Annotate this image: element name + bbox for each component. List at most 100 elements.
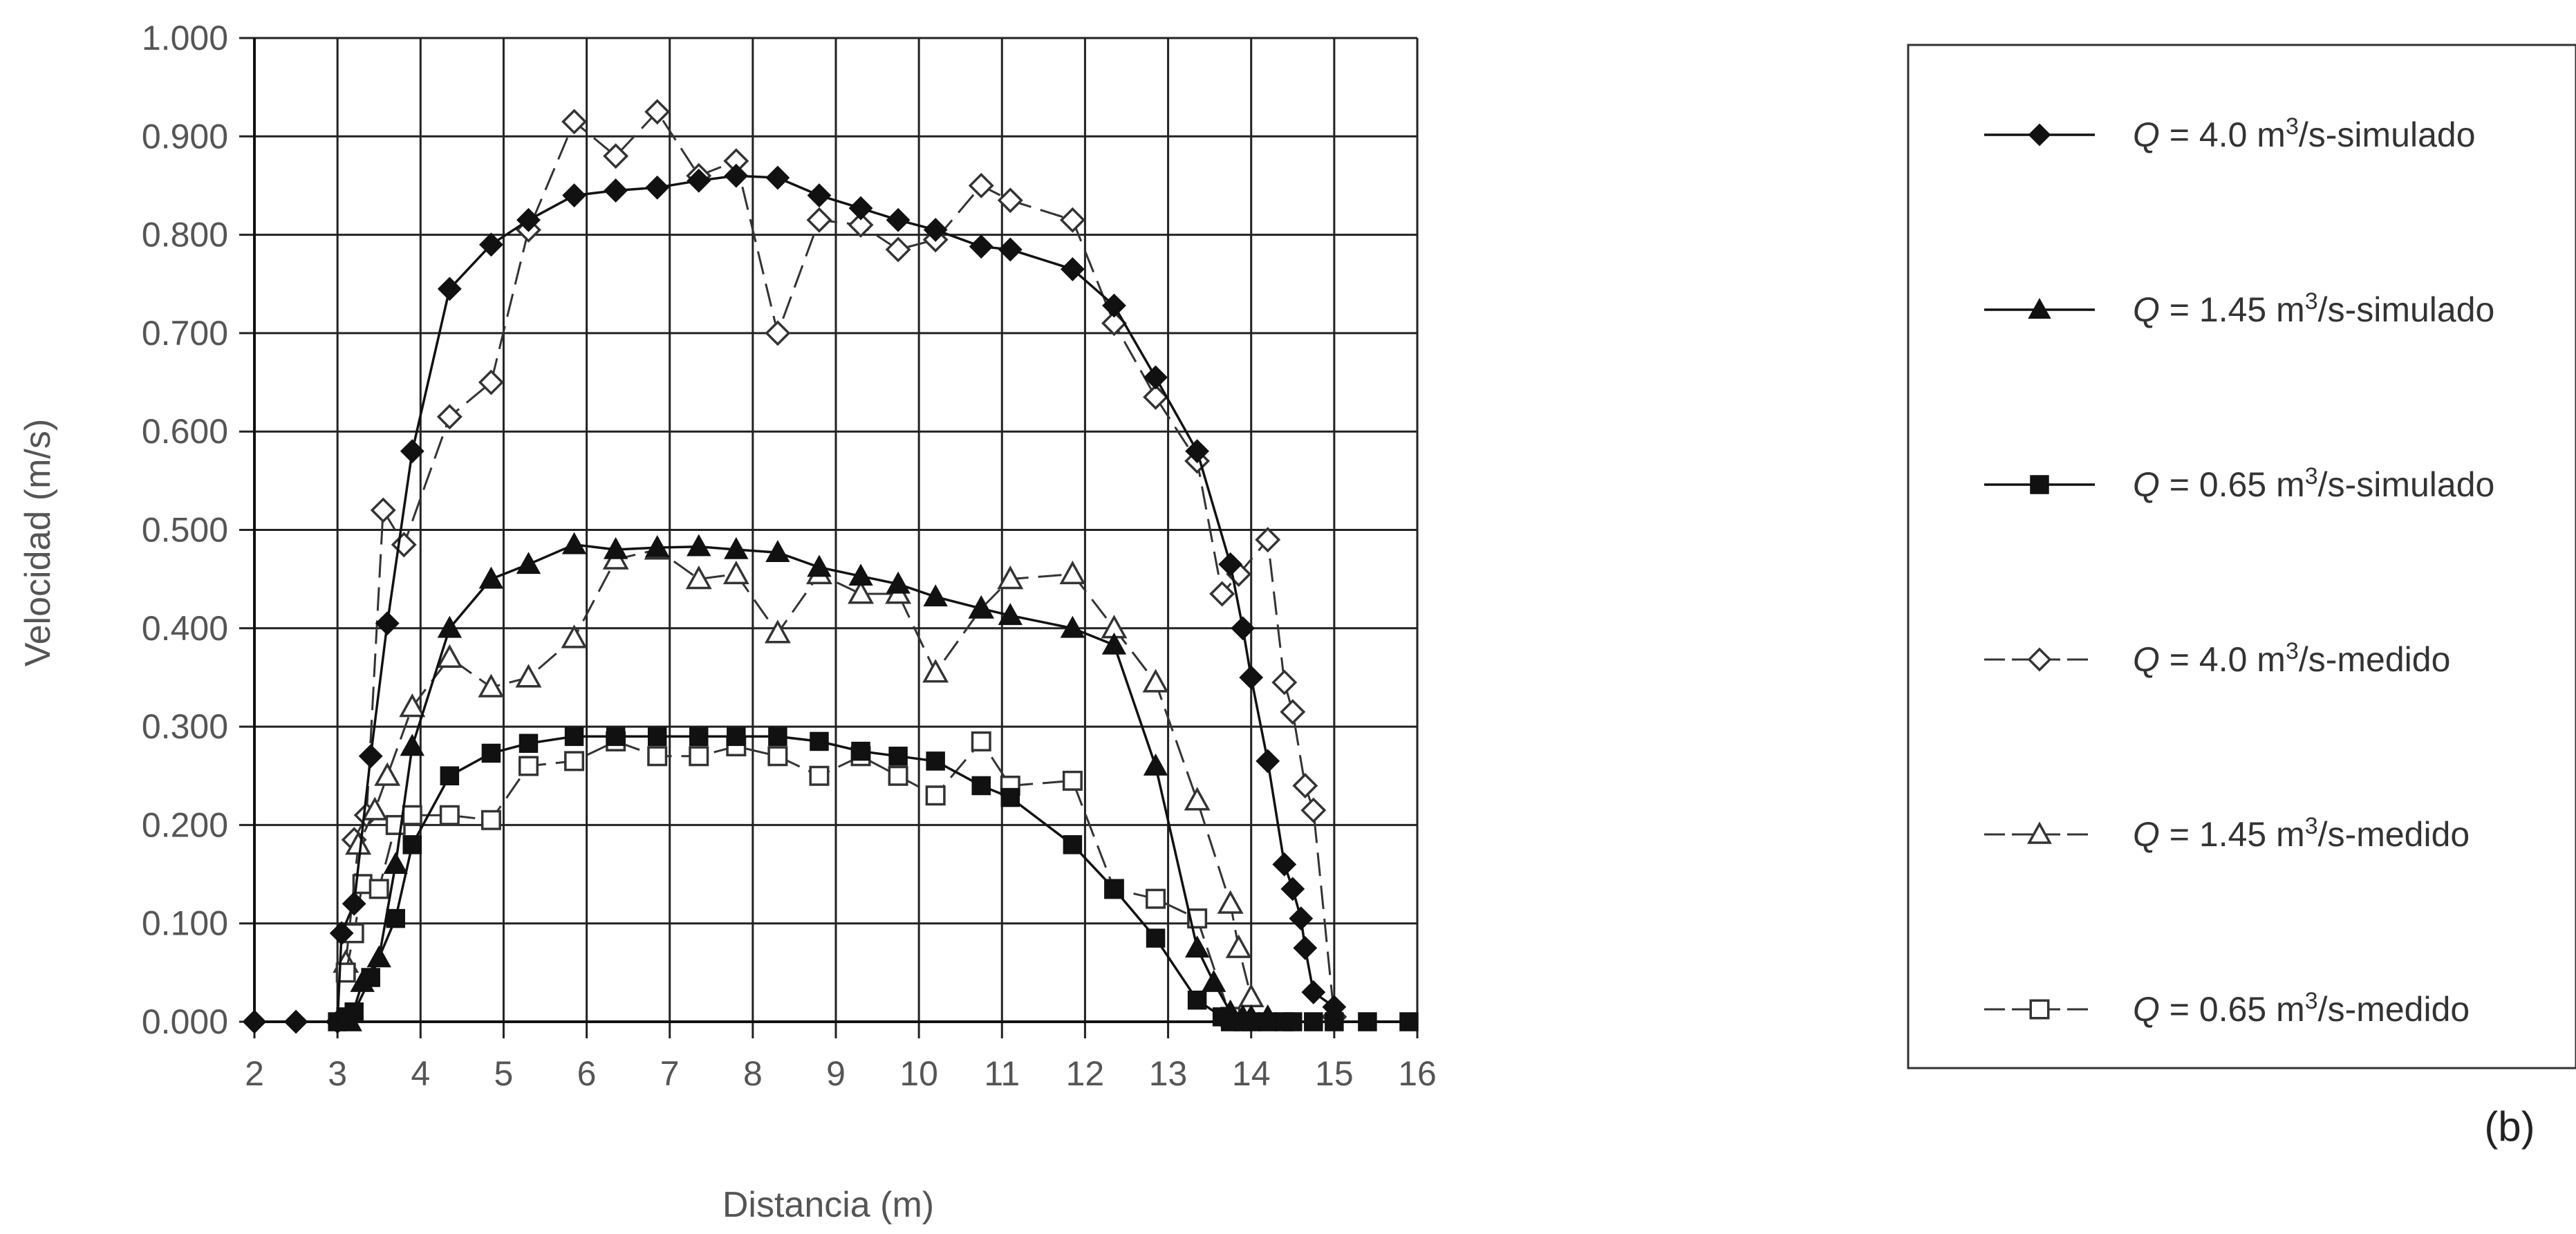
- legend-label: Q = 0.65 m3/s-medido: [2133, 988, 2470, 1029]
- legend-unit: /s-simulado: [2318, 465, 2495, 504]
- data-point-marker: [518, 756, 539, 776]
- data-point-marker: [399, 693, 426, 718]
- y-tick-label: 0.300: [142, 707, 228, 746]
- data-point-marker: [1280, 699, 1306, 725]
- data-point-marker: [564, 727, 584, 747]
- data-point-marker: [1231, 616, 1256, 641]
- data-point-marker: [848, 580, 875, 604]
- x-tick-label: 11: [984, 1054, 1020, 1093]
- data-point-marker: [1258, 1012, 1278, 1031]
- data-point-marker: [998, 237, 1023, 262]
- data-point-marker: [806, 207, 832, 233]
- data-point-marker: [685, 565, 712, 590]
- data-point-marker: [604, 178, 628, 203]
- data-point-marker: [1060, 256, 1085, 281]
- data-point-marker: [969, 234, 993, 259]
- series-2: [328, 727, 1419, 1031]
- data-point-marker: [481, 743, 501, 763]
- data-point-marker: [925, 785, 946, 806]
- data-point-marker: [329, 921, 354, 946]
- legend-value: = 1.45 m: [2160, 815, 2305, 854]
- data-point-marker: [1272, 852, 1297, 877]
- x-tick-label: 10: [899, 1054, 938, 1093]
- data-point-marker: [1280, 877, 1305, 901]
- data-point-marker: [888, 747, 908, 766]
- data-point-marker: [1146, 928, 1166, 948]
- data-point-marker: [1399, 1012, 1419, 1031]
- legend-label: Q = 1.45 m3/s-simulado: [2133, 288, 2494, 329]
- legend-unit: /s-simulado: [2318, 290, 2495, 329]
- data-point-marker: [764, 619, 791, 644]
- legend-entry: Q = 1.45 m3/s-simulado: [1984, 288, 2494, 329]
- data-point-marker: [564, 751, 585, 772]
- x-axis-title: Distancia (m): [722, 1185, 934, 1225]
- legend-sup: 3: [2305, 988, 2318, 1014]
- legend-entry: Q = 0.65 m3/s-medido: [1984, 988, 2470, 1029]
- data-point-marker: [644, 99, 671, 125]
- legend-value: = 0.65 m: [2160, 990, 2305, 1029]
- data-point-marker: [562, 183, 586, 208]
- data-point-marker: [1289, 906, 1314, 931]
- data-point-marker: [478, 673, 505, 698]
- data-point-marker: [437, 615, 463, 638]
- legend-q: Q: [2133, 290, 2160, 329]
- data-point-marker: [345, 831, 372, 855]
- x-tick-label: 2: [245, 1054, 264, 1093]
- data-point-marker: [1185, 439, 1210, 464]
- data-point-marker: [383, 852, 408, 875]
- data-point-marker: [689, 746, 709, 767]
- data-point-marker: [1283, 1012, 1303, 1031]
- data-point-marker: [242, 1009, 267, 1034]
- x-tick-label: 7: [660, 1054, 680, 1093]
- data-point-marker: [402, 805, 422, 825]
- x-tick-label: 4: [411, 1054, 430, 1093]
- legend-marker: [2029, 999, 2050, 1020]
- panel-label: (b): [2484, 1103, 2535, 1150]
- data-point-marker: [516, 207, 541, 232]
- x-tick-label: 16: [1398, 1054, 1437, 1093]
- data-point-marker: [886, 571, 911, 594]
- legend-sup: 3: [2286, 113, 2299, 140]
- data-point-marker: [342, 891, 366, 916]
- data-point-marker: [1209, 581, 1235, 607]
- y-tick-label: 0.700: [142, 314, 228, 353]
- data-point-marker: [923, 218, 948, 242]
- data-point-marker: [1217, 890, 1244, 914]
- data-point-marker: [478, 232, 503, 257]
- x-tick-label: 14: [1232, 1054, 1271, 1093]
- y-tick-label: 1.000: [142, 19, 228, 57]
- data-point-marker: [971, 731, 991, 751]
- data-point-marker: [519, 733, 539, 754]
- data-point-marker: [368, 879, 389, 899]
- data-point-marker: [374, 762, 401, 786]
- y-tick-label: 0.200: [142, 805, 228, 844]
- data-point-marker: [1239, 665, 1264, 690]
- data-point-marker: [1184, 787, 1211, 811]
- data-point-marker: [1325, 1012, 1344, 1031]
- data-point-marker: [283, 1009, 308, 1034]
- legend-marker: [2027, 821, 2052, 844]
- data-point-marker: [689, 727, 709, 747]
- legend-entry: Q = 1.45 m3/s-medido: [1984, 813, 2470, 854]
- series-0: [242, 163, 1347, 1034]
- legend-label: Q = 1.45 m3/s-medido: [2133, 813, 2470, 854]
- x-tick-label: 6: [577, 1054, 597, 1093]
- data-point-marker: [386, 908, 405, 928]
- x-tick-label: 5: [494, 1054, 514, 1093]
- legend-value: = 4.0 m: [2160, 640, 2286, 679]
- data-point-marker: [478, 566, 504, 589]
- data-point-marker: [645, 175, 670, 200]
- data-point-marker: [886, 207, 911, 232]
- data-point-marker: [1102, 293, 1126, 318]
- data-point-marker: [1292, 773, 1318, 798]
- data-point-marker: [375, 611, 400, 636]
- y-tick-label: 0.100: [142, 904, 228, 943]
- data-point-marker: [724, 163, 749, 188]
- x-tick-label: 3: [328, 1054, 347, 1093]
- data-point-marker: [1184, 935, 1210, 958]
- data-point-marker: [1060, 615, 1085, 638]
- data-point-marker: [807, 554, 832, 577]
- y-tick-label: 0.000: [142, 1002, 228, 1041]
